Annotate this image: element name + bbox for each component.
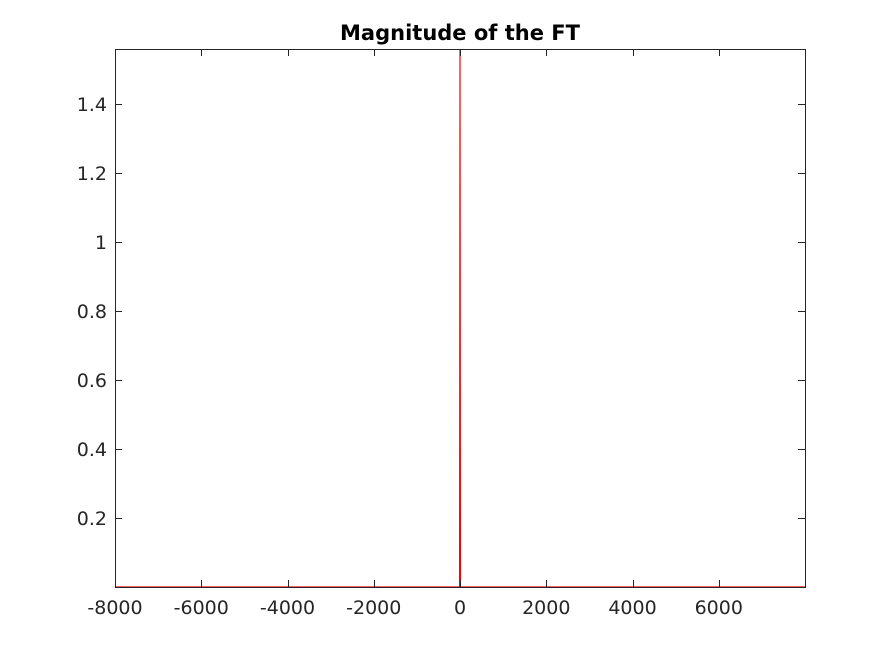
x-tick-label: -8000 <box>87 597 142 619</box>
x-tick-label: 0 <box>454 597 466 619</box>
axes-box <box>115 49 806 588</box>
plot-area <box>115 48 806 588</box>
x-tick-label: 6000 <box>695 597 743 619</box>
x-tick-label: 2000 <box>522 597 570 619</box>
y-tick-label: 1.2 <box>77 163 107 185</box>
y-tick-label: 0.4 <box>77 439 107 461</box>
y-tick-label: 1 <box>95 232 107 254</box>
y-tick-label: 0.6 <box>77 370 107 392</box>
x-tick-label: -4000 <box>260 597 315 619</box>
x-tick-label: 4000 <box>608 597 656 619</box>
chart-title: Magnitude of the FT <box>340 21 581 45</box>
tick-labels: -8000 -6000 -4000 -2000 0 2000 4000 6000 0.2 0.4 0… <box>77 94 743 619</box>
y-tick-label: 1.4 <box>77 94 107 116</box>
x-tick-label: -6000 <box>174 597 229 619</box>
y-tick-label: 0.8 <box>77 301 107 323</box>
y-tick-label: 0.2 <box>77 508 107 530</box>
x-tick-label: -2000 <box>346 597 401 619</box>
